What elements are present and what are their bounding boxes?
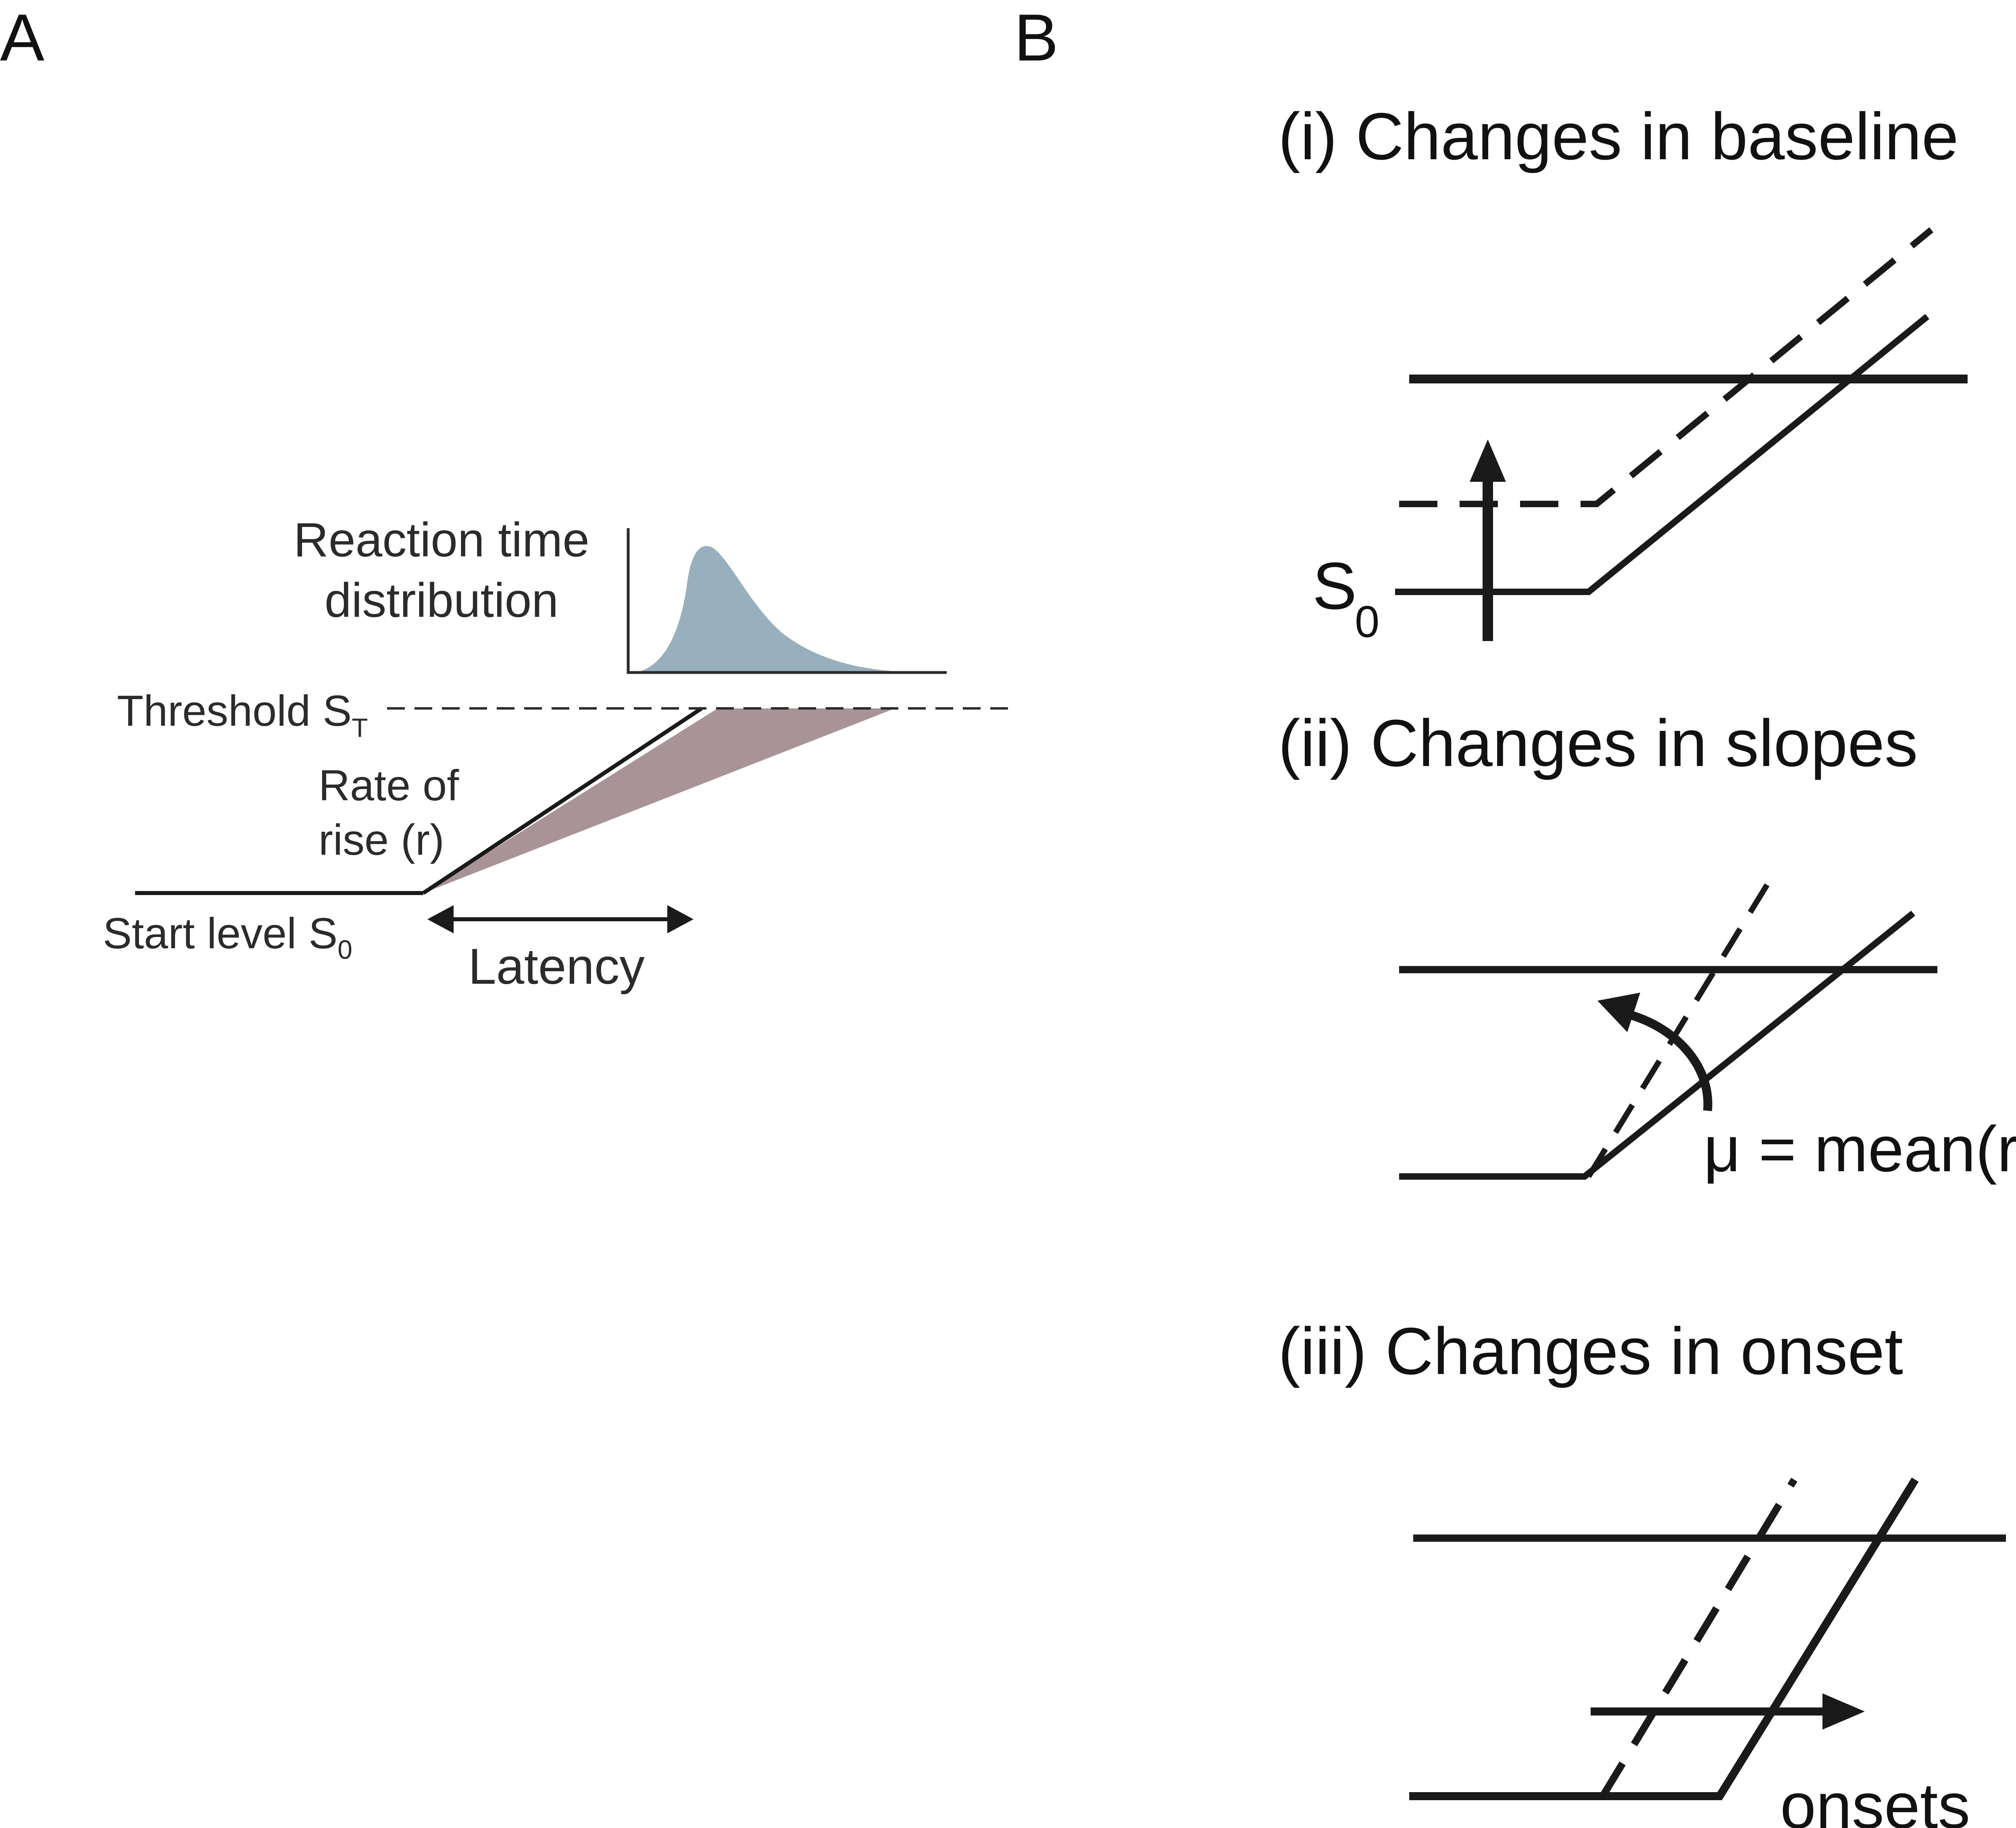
threshold-subscript: T [352, 713, 368, 743]
baseline-shifted-trace [1399, 227, 1934, 507]
latency-double-arrow [427, 905, 694, 933]
start-level-subscript: 0 [337, 935, 352, 964]
rise-line [422, 706, 703, 895]
rate-of-rise-wedge [423, 708, 895, 893]
panel-b: B (i) Changes in baseline S0 (ii) Change… [1014, 0, 2016, 1828]
rate-of-rise-label-line1: Rate of [319, 761, 459, 810]
rt-distribution-axes [627, 528, 947, 674]
start-level-label: Start level S0 [103, 909, 352, 964]
panel-a-letter: A [0, 0, 44, 75]
baseline-subpanel: (i) Changes in baseline S0 [1278, 99, 1968, 647]
onset-original-trace [1409, 1477, 1919, 1800]
onset-title: (iii) Changes in onset [1278, 1314, 1903, 1388]
slopes-original-trace [1399, 910, 1916, 1180]
baseline-up-arrow-head [1470, 439, 1506, 482]
baseline-title: (i) Changes in baseline [1278, 99, 1959, 173]
slopes-curved-arrow [1626, 1010, 1712, 1111]
rt-distribution-inset: Reaction time distribution [294, 513, 947, 674]
onsets-label: onsets [1780, 1770, 1970, 1828]
s0-subscript: 0 [1355, 597, 1379, 647]
slopes-subpanel: (ii) Changes in slopes μ = mean(r) [1278, 706, 2016, 1185]
rt-distribution-curve [635, 546, 907, 672]
slopes-steeper-trace [1586, 868, 1779, 1178]
rt-distribution-title-line2: distribution [325, 573, 558, 627]
onset-shift-arrow-head [1822, 1693, 1865, 1730]
panel-b-letter: B [1014, 0, 1058, 75]
latency-label: Latency [468, 939, 645, 995]
rate-of-rise-label-line2: rise (r) [319, 815, 444, 864]
panel-a: A Reaction time distribution Threshold S… [0, 0, 1008, 995]
s0-label: S0 [1312, 549, 1379, 647]
rt-distribution-title-line1: Reaction time [294, 513, 589, 567]
onset-subpanel: (iii) Changes in onset onsets [1278, 1314, 2006, 1828]
onset-earlier-trace [1599, 1478, 1797, 1798]
slopes-title: (ii) Changes in slopes [1278, 706, 1918, 780]
threshold-label: Threshold ST [117, 686, 368, 743]
slopes-curved-arrow-head [1597, 993, 1640, 1032]
baseline-original-trace [1395, 314, 1930, 595]
mu-label: μ = mean(r) [1704, 1113, 2016, 1185]
